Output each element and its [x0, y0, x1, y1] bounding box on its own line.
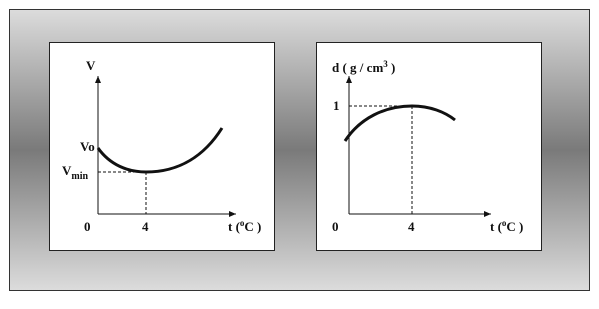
volume-curve — [96, 127, 224, 174]
x-axis-label-part: t ( — [228, 219, 240, 234]
x-axis-label-part: C ) — [506, 219, 523, 234]
x-axis-label-sup: o — [240, 218, 245, 228]
origin-label: 0 — [84, 219, 91, 234]
origin-label: 0 — [332, 219, 339, 234]
x-axis-label-sup: o — [502, 218, 507, 228]
vmin-sub: min — [71, 171, 88, 182]
x-tick-label: 4 — [408, 219, 415, 234]
right-panel — [316, 42, 542, 251]
y-axis-label-sup: 3 — [383, 59, 388, 69]
x-axis-label: t (oC ) — [228, 218, 261, 234]
y-axis-label: V — [86, 58, 96, 73]
y-axis-label: d ( g / cm3 ) — [332, 59, 395, 75]
y-axis-label-part: d ( g / cm — [332, 60, 383, 75]
x-tick-label: 4 — [142, 219, 149, 234]
y-tick-label: 1 — [333, 98, 340, 113]
vmin-main: V — [62, 163, 72, 178]
x-axis-label: t (oC ) — [490, 218, 523, 234]
vmin-label: Vmin — [62, 163, 88, 182]
x-axis-label-part: C ) — [244, 219, 261, 234]
v0-label: Vo — [80, 139, 95, 154]
y-axis-label-part: ) — [388, 60, 396, 75]
x-axis-label-part: t ( — [490, 219, 502, 234]
left-panel — [49, 42, 275, 251]
